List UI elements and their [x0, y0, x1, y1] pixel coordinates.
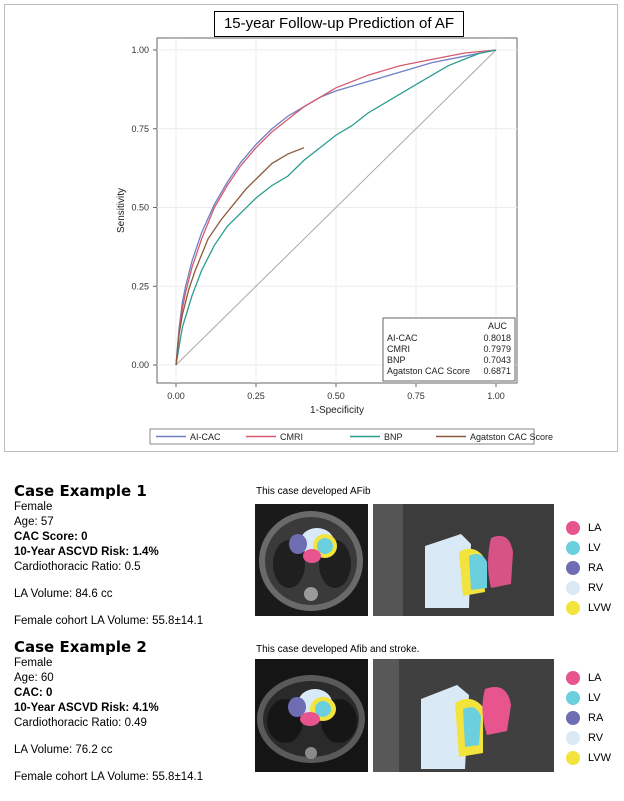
case1-title: Case Example 1: [14, 482, 147, 500]
roc-curve-agatston-cac-score: [175, 147, 305, 366]
legend-label: RV: [588, 732, 604, 744]
roc-chart: 0.00 0.00 0.25 0.25 0.50 0.50 0.75 0.75 1.00 1.00…: [116, 37, 553, 445]
roc-curve-cmri: [175, 49, 497, 366]
roc-curve-ai-cac: [175, 49, 497, 366]
case2-cohort: Female cohort LA Volume: 55.8±14.1: [14, 771, 204, 783]
case1-ascvd: 10-Year ASCVD Risk: 1.4%: [14, 546, 159, 558]
auc-row-label: AI-CAC: [387, 333, 418, 343]
y-tick-label: 1.00: [131, 45, 149, 55]
legend-label: RA: [588, 562, 604, 574]
auc-table-header: AUC: [488, 321, 508, 331]
la-color-dot: [566, 521, 580, 535]
x-tick-label: 0.75: [407, 391, 425, 401]
case1-ctr: Cardiothoracic Ratio: 0.5: [14, 561, 141, 573]
y-tick-label: 0.75: [131, 124, 149, 134]
auc-table-box: [382, 317, 516, 382]
ra-color-dot: [566, 561, 580, 575]
lv-color-dot: [566, 541, 580, 555]
roc-chart-panel: 0.00 0.00 0.25 0.25 0.50 0.50 0.75 0.75 1.00 1.00…: [4, 4, 618, 452]
x-tick-label: 0.50: [327, 391, 345, 401]
legend-label: Agatston CAC Score: [470, 432, 553, 442]
chart-title: 15-year Follow-up Prediction of AF: [214, 11, 464, 37]
rv-color-dot: [566, 581, 580, 595]
auc-row-label: CMRI: [387, 344, 410, 354]
auc-row-value: 0.7043: [483, 355, 511, 365]
legend-label: LA: [588, 522, 602, 534]
lvw-color-dot: [566, 751, 580, 765]
y-tick-label: 0.25: [131, 281, 149, 291]
lv-color-dot: [566, 691, 580, 705]
x-axis-label: 1-Specificity: [310, 405, 364, 416]
case2-title: Case Example 2: [14, 638, 147, 656]
case2-sex: Female: [14, 657, 53, 669]
x-tick-label: 0.25: [247, 391, 265, 401]
lvw-color-dot: [566, 601, 580, 615]
auc-row-value: 0.8018: [483, 333, 511, 343]
rv-color-dot: [566, 731, 580, 745]
ra-color-dot: [566, 711, 580, 725]
legend-label: RV: [588, 582, 604, 594]
case1-axial-ct-image: [255, 504, 368, 616]
auc-row-label: BNP: [387, 355, 406, 365]
x-tick-label: 0.00: [167, 391, 185, 401]
legend-label: RA: [588, 712, 604, 724]
legend-label: LV: [588, 542, 601, 554]
auc-row-label: Agatston CAC Score: [387, 366, 470, 376]
legend-label: CMRI: [280, 432, 303, 442]
case1-sagittal-ct-image: [373, 504, 554, 616]
chart-legend: [149, 428, 535, 445]
case1-cohort: Female cohort LA Volume: 55.8±14.1: [14, 615, 204, 627]
case2-axial-ct-image: [255, 659, 368, 772]
case2-note: This case developed Afib and stroke.: [256, 644, 420, 655]
case2-la-volume: LA Volume: 76.2 cc: [14, 744, 113, 756]
y-axis-label: Sensitivity: [116, 188, 127, 233]
x-tick-label: 1.00: [487, 391, 505, 401]
case1-la-volume: LA Volume: 84.6 cc: [14, 588, 113, 600]
case1-note: This case developed AFib: [256, 486, 371, 497]
case2-cac: CAC: 0: [14, 687, 53, 699]
reference-diagonal-line: [175, 49, 497, 366]
case1-age: Age: 57: [14, 516, 54, 528]
legend-label: AI-CAC: [190, 432, 221, 442]
auc-row-value: 0.6871: [483, 366, 511, 376]
case2-sagittal-ct-image: [373, 659, 554, 772]
y-tick-label: 0.50: [131, 203, 149, 213]
case2-age: Age: 60: [14, 672, 54, 684]
auc-row-value: 0.7979: [483, 344, 511, 354]
case2-ascvd: 10-Year ASCVD Risk: 4.1%: [14, 702, 159, 714]
case2-ctr: Cardiothoracic Ratio: 0.49: [14, 717, 147, 729]
legend-label: LVW: [588, 602, 612, 614]
y-tick-label: 0.00: [131, 360, 149, 370]
legend-label: LV: [588, 692, 601, 704]
legend-label: BNP: [384, 432, 403, 442]
roc-curve-bnp: [175, 49, 497, 366]
la-color-dot: [566, 671, 580, 685]
legend-label: LA: [588, 672, 602, 684]
legend-label: LVW: [588, 752, 612, 764]
case1-sex: Female: [14, 501, 53, 513]
case1-cac: CAC Score: 0: [14, 531, 88, 543]
